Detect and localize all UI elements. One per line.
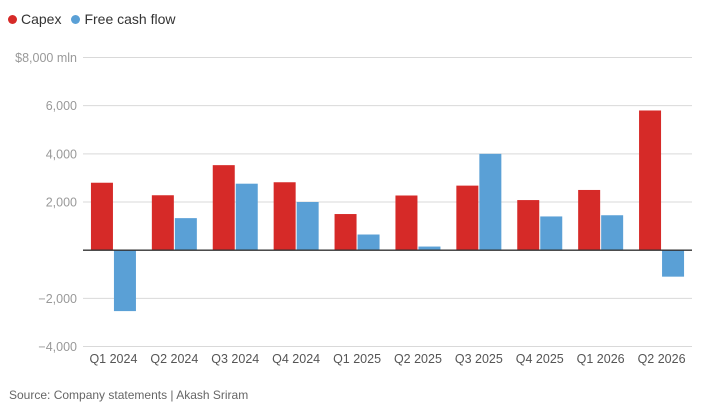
legend: Capex Free cash flow: [8, 10, 186, 28]
bar-capex-q1-2025: [334, 214, 357, 251]
y-tick-label: 2,000: [46, 196, 77, 210]
source-note: Source: Company statements | Akash Srira…: [9, 388, 249, 402]
x-tick-label: Q1 2026: [577, 352, 625, 366]
bar-free-cash-flow-q4-2024: [296, 202, 319, 251]
bars: [90, 110, 685, 312]
y-tick-label: 4,000: [46, 147, 77, 161]
x-tick-label: Q4 2024: [272, 352, 320, 366]
bar-free-cash-flow-q1-2026: [601, 215, 624, 251]
y-tick-label: $8,000 mln: [15, 51, 77, 65]
x-tick-label: Q2 2026: [638, 352, 686, 366]
bar-free-cash-flow-q4-2025: [540, 216, 563, 251]
bar-capex-q2-2024: [151, 195, 174, 251]
bar-capex-q4-2024: [273, 182, 296, 251]
y-tick-label: 6,000: [46, 99, 77, 113]
legend-label-free-cash-flow: Free cash flow: [84, 11, 176, 27]
bar-capex-q2-2025: [395, 195, 418, 251]
x-tick-label: Q2 2024: [150, 352, 198, 366]
y-tick-label: −4,000: [38, 340, 77, 354]
legend-item-free-cash-flow: Free cash flow: [71, 11, 176, 27]
bar-free-cash-flow-q3-2025: [479, 153, 502, 251]
bar-capex-q2-2026: [639, 110, 662, 251]
bar-capex-q3-2024: [212, 165, 235, 251]
x-tick-label: Q4 2025: [516, 352, 564, 366]
legend-swatch-capex: [8, 14, 17, 24]
bar-free-cash-flow-q3-2024: [235, 183, 258, 251]
y-tick-label: −2,000: [38, 292, 77, 306]
bar-capex-q1-2024: [90, 182, 113, 251]
bar-free-cash-flow-q1-2025: [357, 234, 380, 251]
x-tick-label: Q1 2024: [89, 352, 137, 366]
x-tick-label: Q3 2024: [211, 352, 259, 366]
axis: $8,000 mln 6,000 4,000 2,000 −2,000 −4,000 Q1 …: [15, 51, 692, 366]
bar-free-cash-flow-q2-2024: [174, 218, 197, 251]
bar-capex-q3-2025: [456, 185, 479, 251]
legend-label-capex: Capex: [21, 11, 62, 27]
bar-capex-q4-2025: [517, 200, 540, 251]
bar-free-cash-flow-q2-2025: [418, 246, 441, 251]
gridlines: [83, 57, 692, 347]
bar-capex-q1-2026: [578, 189, 601, 251]
bar-free-cash-flow-q2-2026: [662, 250, 685, 277]
bar-free-cash-flow-q1-2024: [113, 250, 136, 312]
legend-item-capex: Capex: [8, 11, 61, 27]
legend-swatch-free-cash-flow: [71, 14, 81, 24]
x-tick-label: Q3 2025: [455, 352, 503, 366]
x-tick-label: Q1 2025: [333, 352, 381, 366]
x-tick-label: Q2 2025: [394, 352, 442, 366]
